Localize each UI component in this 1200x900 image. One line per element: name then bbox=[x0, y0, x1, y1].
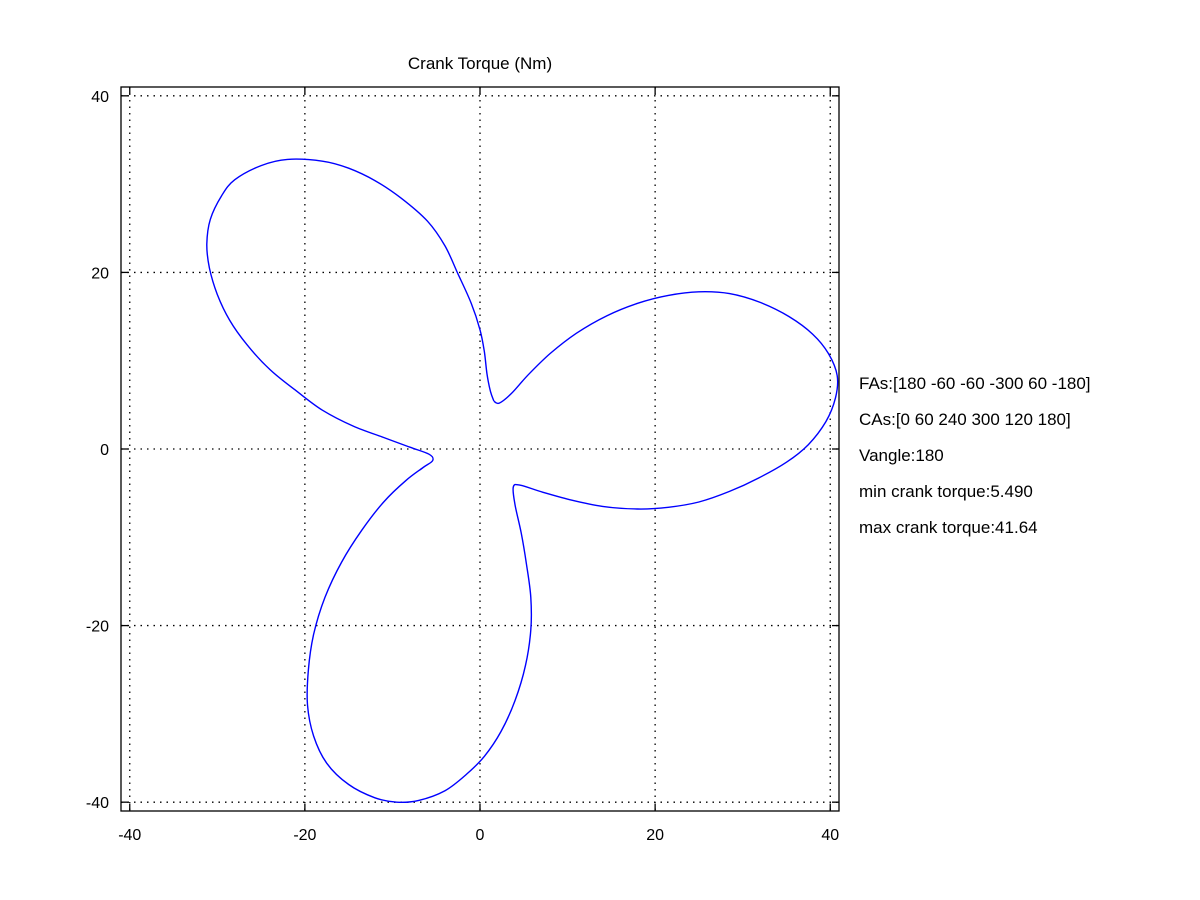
torque-curve bbox=[206, 158, 839, 804]
curve-layer bbox=[206, 158, 839, 804]
annotation-line: Vangle:180 bbox=[859, 446, 944, 465]
annotation-line: CAs:[0 60 240 300 120 180] bbox=[859, 410, 1071, 429]
chart-title: Crank Torque (Nm) bbox=[408, 54, 552, 73]
annotation-line: max crank torque:41.64 bbox=[859, 518, 1038, 537]
y-tick-label: 0 bbox=[100, 442, 109, 459]
x-tick-label: 0 bbox=[476, 827, 485, 844]
x-tick-label: -40 bbox=[118, 827, 141, 844]
annotation-line: min crank torque:5.490 bbox=[859, 482, 1033, 501]
grid bbox=[121, 87, 839, 811]
y-tick-label: -40 bbox=[86, 795, 109, 812]
x-tick-label: -20 bbox=[293, 827, 316, 844]
y-tick-label: 20 bbox=[91, 265, 109, 282]
y-tick-label: -20 bbox=[86, 619, 109, 636]
x-tick-label: 20 bbox=[646, 827, 664, 844]
x-tick-label: 40 bbox=[821, 827, 839, 844]
tick-labels: -40 -20 0 20 40 -40 -20 0 20 40 bbox=[86, 89, 839, 844]
annotation-block: FAs:[180 -60 -60 -300 60 -180] CAs:[0 60 … bbox=[859, 374, 1091, 537]
axis-ticks bbox=[121, 87, 839, 811]
y-tick-label: 40 bbox=[91, 89, 109, 106]
annotation-line: FAs:[180 -60 -60 -300 60 -180] bbox=[859, 374, 1091, 393]
